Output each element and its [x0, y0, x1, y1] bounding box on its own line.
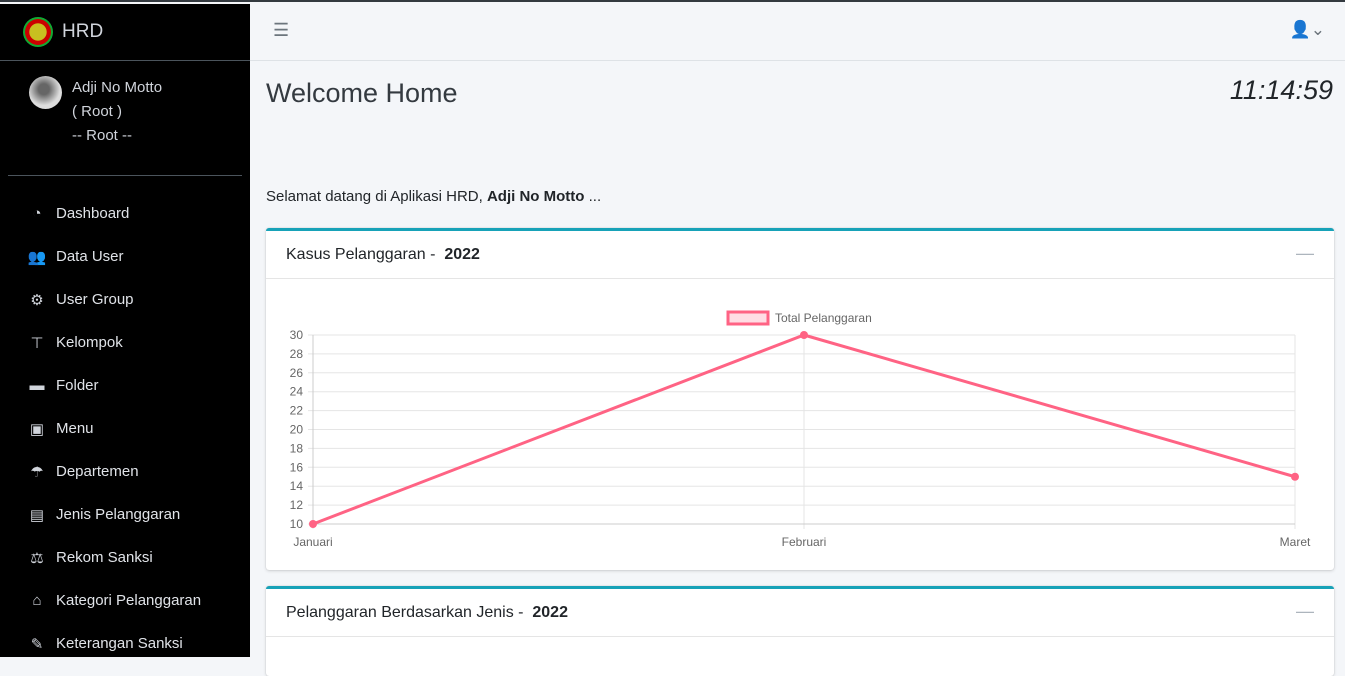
sidebar: HRD Adji No Motto ( Root ) -- Root -- ◔ D… — [0, 4, 250, 657]
collapse-icon[interactable]: — — [1296, 243, 1314, 263]
x-tick-label: Maret — [1280, 535, 1311, 549]
tachometer-icon: ◔ — [32, 205, 42, 222]
data-point — [800, 331, 808, 339]
sidebar-item-kategori-pelanggaran[interactable]: ⌂ Kategori Pelanggaran — [0, 579, 250, 622]
sidebar-item-keterangan-sanksi[interactable]: ✎ Keterangan Sanksi — [0, 622, 250, 665]
user-panel: Adji No Motto ( Root ) -- Root -- — [8, 61, 242, 176]
user-role: ( Root ) — [72, 103, 123, 120]
welcome-suffix: ... — [584, 188, 602, 205]
sidebar-item-label: Jenis Pelanggaran — [56, 506, 181, 523]
card-year: 2022 — [444, 245, 480, 263]
sidebar-item-label: Menu — [56, 420, 94, 437]
sidebar-item-rekom-sanksi[interactable]: ⚖ Rekom Sanksi — [0, 536, 250, 579]
edit-icon: ✎ — [30, 635, 44, 653]
sidebar-item-departemen[interactable]: ☂ Departemen — [0, 450, 250, 493]
brand-name: HRD — [62, 21, 104, 42]
sidebar-item-label: Dashboard — [56, 205, 130, 222]
x-tick-label: Januari — [293, 535, 332, 549]
sidebar-item-label: User Group — [56, 291, 134, 308]
card-kasus-pelanggaran: Kasus Pelanggaran - 2022 — 10 12 14 16 18 20 2… — [266, 228, 1334, 570]
collapse-icon[interactable]: — — [1296, 601, 1314, 621]
legend-swatch — [726, 310, 770, 326]
avatar[interactable] — [29, 76, 62, 109]
y-tick-label: 16 — [290, 460, 304, 474]
sidebar-item-folder[interactable]: ▬ Folder — [0, 364, 250, 407]
sidebar-item-menu[interactable]: ▣ Menu — [0, 407, 250, 450]
sidebar-item-kelompok[interactable]: ⊤ Kelompok — [0, 321, 250, 364]
sidebar-item-jenis-pelanggaran[interactable]: ▤ Jenis Pelanggaran — [0, 493, 250, 536]
archive-icon: ▣ — [29, 420, 45, 438]
sidebar-item-label: Kelompok — [56, 334, 123, 351]
clock: 11:14:59 — [1229, 75, 1333, 105]
umbrella-icon: ☂ — [30, 463, 44, 481]
gear-icon: ⚙ — [30, 291, 44, 309]
sidebar-item-label: Folder — [56, 377, 99, 394]
y-tick-label: 18 — [290, 441, 304, 455]
briefcase-icon: ▤ — [29, 506, 45, 524]
welcome-name: Adji No Motto — [486, 188, 585, 205]
x-tick-label: Februari — [782, 535, 827, 549]
y-tick-label: 22 — [290, 404, 304, 418]
page-title: Welcome Home — [266, 78, 458, 108]
user-name[interactable]: Adji No Motto — [72, 79, 163, 96]
card-year: 2022 — [532, 603, 568, 621]
balance-scale-icon: ⚖ — [30, 549, 44, 567]
sidebar-item-label: Rekom Sanksi — [56, 549, 153, 566]
data-point — [1291, 472, 1299, 481]
sidebar-item-user-group[interactable]: ⚙ User Group — [0, 278, 250, 321]
line-chart: 10 12 14 16 18 20 22 24 26 28 30 Januari Februari Mar… — [290, 310, 1311, 549]
sidebar-item-dashboard[interactable]: ◔ Dashboard — [0, 192, 250, 235]
card-title: Kasus Pelanggaran - — [286, 245, 440, 263]
y-tick-label: 20 — [290, 423, 304, 437]
y-tick-label: 28 — [290, 347, 304, 361]
home-icon: ⌂ — [32, 592, 42, 609]
y-tick-label: 14 — [290, 479, 304, 493]
sidebar-item-label: Departemen — [56, 463, 139, 480]
sitemap-icon: ⊤ — [30, 334, 44, 352]
y-tick-label: 26 — [290, 366, 304, 380]
y-tick-label: 12 — [290, 498, 304, 512]
card-pelanggaran-jenis: Pelanggaran Berdasarkan Jenis - 2022 — — [266, 586, 1334, 676]
welcome-prefix: Selamat datang di Aplikasi HRD, — [266, 188, 487, 205]
users-icon: 👥 — [27, 248, 47, 266]
data-point — [309, 520, 317, 528]
user-group: -- Root -- — [72, 127, 132, 144]
card-title: Pelanggaran Berdasarkan Jenis - — [286, 603, 528, 621]
sidebar-item-label: Data User — [56, 248, 124, 265]
sidebar-item-data-user[interactable]: 👥 Data User — [0, 235, 250, 278]
legend-label: Total Pelanggaran — [775, 311, 872, 325]
user-menu-icon[interactable]: 👤⌄ — [1289, 20, 1325, 39]
brand-logo — [23, 17, 53, 47]
y-tick-label: 24 — [290, 385, 304, 399]
welcome-text: Selamat datang di Aplikasi HRD, Adji No … — [266, 188, 601, 205]
hamburger-menu-icon[interactable]: ☰ — [273, 20, 290, 40]
top-navbar: ☰ 👤⌄ — [250, 4, 1345, 61]
sidebar-item-label: Kategori Pelanggaran — [56, 592, 202, 609]
sidebar-item-label: Keterangan Sanksi — [56, 635, 183, 652]
folder-icon: ▬ — [29, 377, 45, 394]
y-tick-label: 10 — [290, 517, 304, 531]
brand-link[interactable]: HRD — [0, 4, 250, 61]
sidebar-nav: ◔ Dashboard 👥 Data User ⚙ User Group ⊤ Kelompok… — [0, 176, 250, 665]
y-tick-label: 30 — [290, 328, 304, 342]
